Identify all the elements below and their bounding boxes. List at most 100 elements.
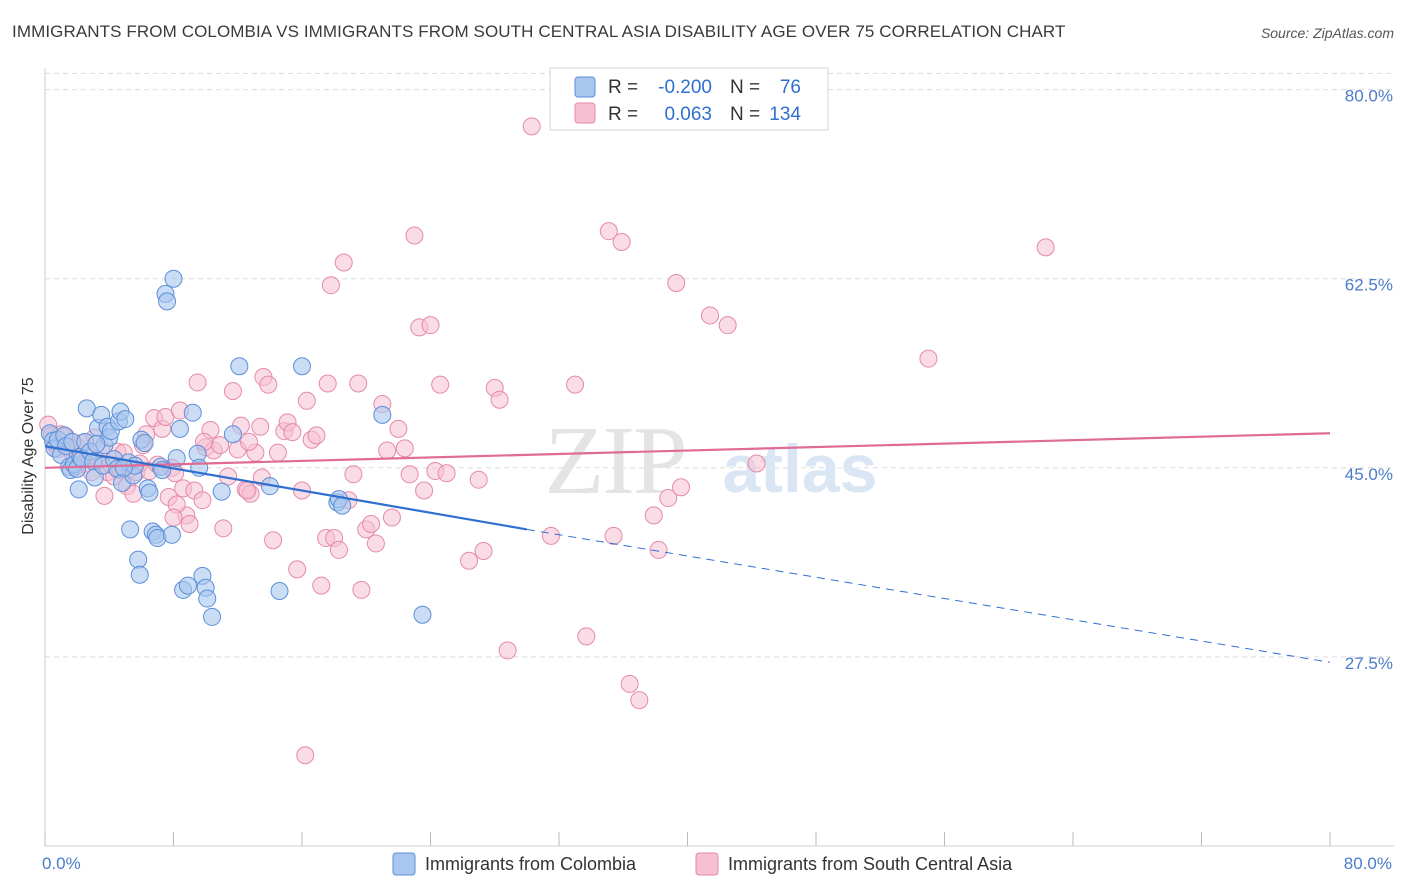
data-point-south-central-asia xyxy=(321,276,340,295)
data-point-south-central-asia xyxy=(1036,238,1055,257)
data-point-colombia xyxy=(413,605,432,624)
data-point-south-central-asia xyxy=(498,641,517,660)
data-point-south-central-asia xyxy=(239,432,258,451)
data-point-south-central-asia xyxy=(318,374,337,393)
data-point-colombia xyxy=(130,565,149,584)
data-point-colombia xyxy=(223,425,242,444)
data-point-south-central-asia xyxy=(604,526,623,545)
legend-n-value-blue: 76 xyxy=(780,77,801,98)
data-point-south-central-asia xyxy=(415,481,434,500)
axes xyxy=(44,68,1394,847)
data-point-colombia xyxy=(212,482,231,501)
data-point-south-central-asia xyxy=(283,423,302,442)
trend-line-south-central-asia xyxy=(44,432,1331,469)
y-tick-label: 80.0% xyxy=(1345,87,1393,106)
data-point-south-central-asia xyxy=(649,540,668,559)
data-point-south-central-asia xyxy=(700,306,719,325)
data-point-south-central-asia xyxy=(437,464,456,483)
data-point-south-central-asia xyxy=(405,226,424,245)
data-point-south-central-asia xyxy=(389,419,408,438)
watermark-atlas: atlas xyxy=(723,431,878,507)
data-point-south-central-asia xyxy=(577,627,596,646)
data-point-colombia xyxy=(167,449,186,468)
data-point-colombia xyxy=(162,525,181,544)
legend-r-value-blue: -0.200 xyxy=(658,77,712,98)
data-point-south-central-asia xyxy=(180,514,199,533)
data-point-colombia xyxy=(116,410,135,429)
data-point-south-central-asia xyxy=(612,232,631,251)
data-point-south-central-asia xyxy=(296,746,315,765)
data-point-south-central-asia xyxy=(95,486,114,505)
data-point-south-central-asia xyxy=(264,531,283,550)
data-point-colombia xyxy=(198,589,217,608)
stats-legend-box xyxy=(549,67,829,131)
data-point-south-central-asia xyxy=(421,316,440,335)
data-point-south-central-asia xyxy=(297,391,316,410)
data-point-south-central-asia xyxy=(349,374,368,393)
data-point-colombia xyxy=(121,520,140,539)
data-point-south-central-asia xyxy=(667,274,686,293)
legend-swatch-pink xyxy=(574,102,596,124)
data-point-south-central-asia xyxy=(718,316,737,335)
y-tick-labels: 27.5% 45.0% 62.5% 80.0% xyxy=(1345,87,1393,673)
data-point-colombia xyxy=(135,433,154,452)
x-tick-marks xyxy=(44,832,1331,846)
legend-swatch-blue xyxy=(574,76,596,98)
data-point-colombia xyxy=(178,576,197,595)
data-point-colombia xyxy=(87,435,106,454)
data-point-south-central-asia xyxy=(193,491,212,510)
legend-n-value-pink: 134 xyxy=(769,104,801,125)
chart-title: IMMIGRANTS FROM COLOMBIA VS IMMIGRANTS F… xyxy=(12,22,1066,41)
bottom-legend: Immigrants from Colombia Immigrants from… xyxy=(392,852,1013,876)
data-point-south-central-asia xyxy=(329,540,348,559)
stats-legend: R = -0.200 N = 76 R = 0.063 N = 134 xyxy=(549,67,829,131)
y-tick-label: 45.0% xyxy=(1345,465,1393,484)
data-point-south-central-asia xyxy=(620,674,639,693)
data-point-south-central-asia xyxy=(469,470,488,489)
data-point-south-central-asia xyxy=(164,508,183,527)
data-point-south-central-asia xyxy=(919,349,938,368)
data-point-south-central-asia xyxy=(644,506,663,525)
data-point-colombia xyxy=(333,496,352,515)
data-point-south-central-asia xyxy=(312,576,331,595)
data-point-south-central-asia xyxy=(268,443,287,462)
data-point-south-central-asia xyxy=(214,519,233,538)
data-point-colombia xyxy=(270,581,289,600)
data-point-south-central-asia xyxy=(490,390,509,409)
data-point-south-central-asia xyxy=(382,508,401,527)
data-point-south-central-asia xyxy=(474,542,493,561)
data-point-colombia xyxy=(164,269,183,288)
y-axis-label: Disability Age Over 75 xyxy=(20,377,37,535)
data-point-colombia xyxy=(183,403,202,422)
data-point-south-central-asia xyxy=(659,489,678,508)
data-point-colombia xyxy=(69,480,88,499)
data-point-south-central-asia xyxy=(630,691,649,710)
data-point-colombia xyxy=(293,357,311,376)
bottom-legend-swatch-blue xyxy=(392,852,416,876)
legend-n-label-pink: N = xyxy=(730,104,760,125)
trend-line-colombia xyxy=(44,445,528,531)
data-point-colombia xyxy=(203,607,222,626)
data-point-south-central-asia xyxy=(223,382,242,401)
data-point-south-central-asia xyxy=(334,253,353,272)
data-point-south-central-asia xyxy=(378,441,397,460)
data-point-south-central-asia xyxy=(460,551,479,570)
data-point-south-central-asia xyxy=(747,454,766,473)
bottom-legend-label-blue: Immigrants from Colombia xyxy=(425,854,637,874)
data-point-colombia xyxy=(373,405,392,424)
legend-r-label-pink: R = xyxy=(608,104,638,125)
data-point-south-central-asia xyxy=(566,375,585,394)
data-point-south-central-asia xyxy=(352,580,371,599)
bottom-legend-label-pink: Immigrants from South Central Asia xyxy=(728,854,1013,874)
data-point-south-central-asia xyxy=(251,417,270,436)
data-point-south-central-asia xyxy=(188,373,207,392)
bottom-legend-swatch-pink xyxy=(695,852,719,876)
data-point-south-central-asia xyxy=(259,375,278,394)
data-point-south-central-asia xyxy=(599,222,618,241)
data-point-south-central-asia xyxy=(431,375,450,394)
source-label: Source: ZipAtlas.com xyxy=(1260,25,1394,41)
data-point-south-central-asia xyxy=(395,439,414,458)
data-point-south-central-asia xyxy=(288,560,307,579)
legend-r-value-pink: 0.063 xyxy=(664,104,712,125)
